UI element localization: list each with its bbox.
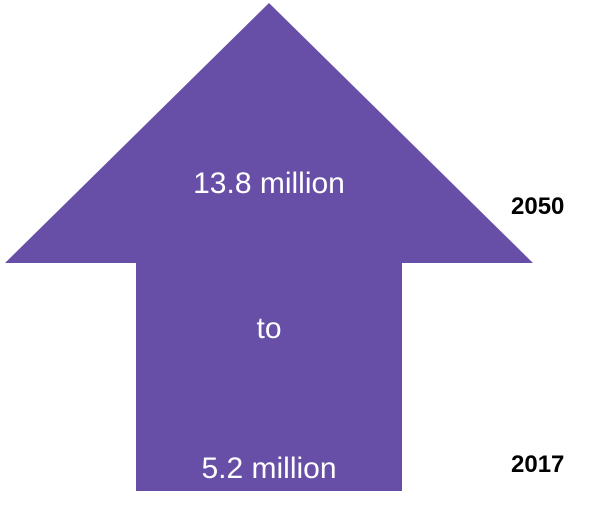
- top-value-label: 13.8 million: [193, 167, 345, 200]
- bottom-value-label: 5.2 million: [201, 452, 337, 485]
- bottom-year-label: 2017: [511, 451, 565, 478]
- top-year-label: 2050: [511, 193, 565, 220]
- middle-connector-label: to: [256, 312, 282, 345]
- up-arrow-icon: [5, 3, 533, 491]
